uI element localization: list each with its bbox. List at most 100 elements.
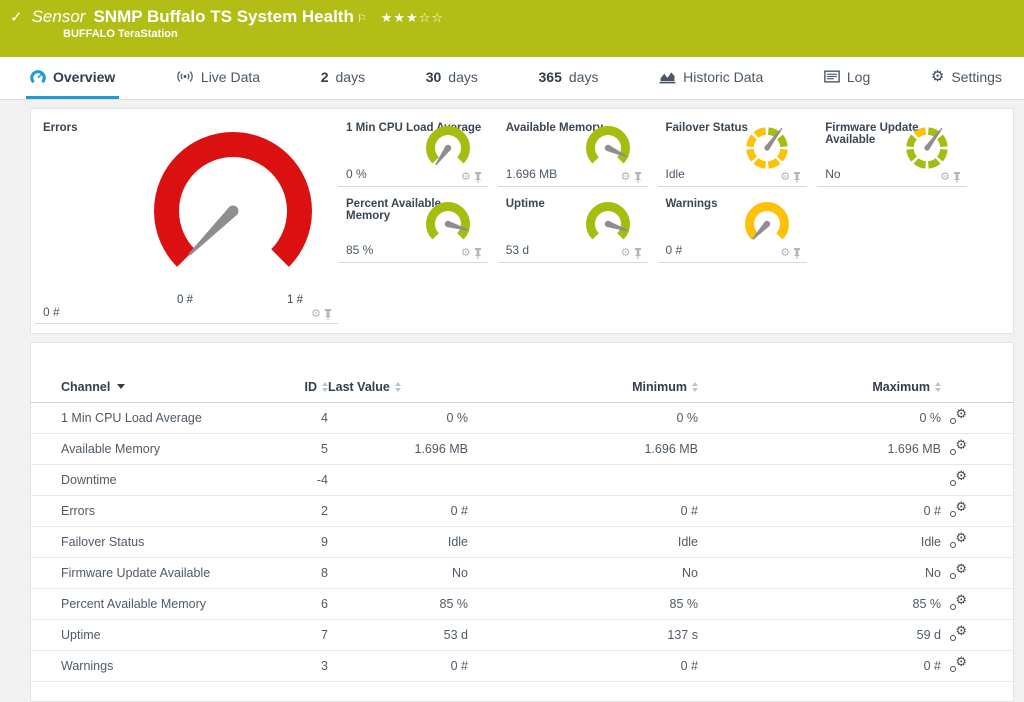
- channel-settings-icon[interactable]: ⚙: [950, 655, 967, 672]
- tab-label: days: [335, 68, 366, 85]
- channel-name[interactable]: Downtime: [61, 473, 117, 487]
- gauge-value: 85 %: [346, 243, 374, 257]
- tab-label: Settings: [951, 68, 1002, 85]
- gauge-title: Available Memory: [505, 122, 604, 134]
- channel-id: 6: [321, 597, 328, 611]
- flag-icon[interactable]: ⚐: [356, 13, 367, 25]
- gauge-cell-warnings: Warnings 0 # ⚙: [657, 191, 808, 263]
- table-header-row: Channel ID Last Value Minimum Maximum: [31, 371, 1013, 403]
- empty-cell: [817, 191, 967, 263]
- column-header-id[interactable]: ID: [266, 380, 328, 394]
- channel-name[interactable]: Uptime: [61, 628, 101, 642]
- channel-settings-icon[interactable]: ⚙: [950, 407, 967, 424]
- channel-name[interactable]: Available Memory: [61, 442, 161, 456]
- gauge-value: 0 %: [346, 167, 367, 181]
- gauge-value: 1.696 MB: [505, 167, 558, 181]
- column-header-last-value[interactable]: Last Value: [328, 380, 468, 394]
- channel-name[interactable]: Warnings: [61, 659, 114, 673]
- channel-minimum: No: [682, 566, 698, 580]
- gauge-settings-icon[interactable]: ⚙: [460, 247, 471, 259]
- gauge-cell-failover-status: Failover Status Idle ⚙: [657, 115, 808, 187]
- table-row: Errors 2 0 # 0 # 0 # ⚙: [31, 496, 1013, 527]
- pin-icon[interactable]: [474, 172, 482, 183]
- priority-stars[interactable]: ★★★☆☆: [381, 10, 444, 26]
- gauge-title: Firmware Update Available: [825, 122, 919, 146]
- uptime-gauge: [580, 196, 636, 257]
- tab-label: Overview: [53, 68, 116, 85]
- pin-icon[interactable]: [953, 172, 961, 183]
- channel-name[interactable]: Firmware Update Available: [61, 566, 211, 580]
- channel-name[interactable]: Percent Available Memory: [61, 597, 206, 611]
- channel-settings-icon[interactable]: ⚙: [950, 500, 967, 517]
- gauge-cell-available-memory: Available Memory 1.696 MB ⚙: [497, 115, 648, 187]
- channel-settings-icon[interactable]: ⚙: [950, 438, 967, 455]
- channel-settings-icon[interactable]: ⚙: [950, 469, 967, 486]
- gauge-settings-icon[interactable]: ⚙: [620, 247, 631, 259]
- tab-overview[interactable]: Overview: [26, 57, 120, 99]
- historic-data-icon: [659, 71, 676, 83]
- tab-number: 2: [320, 68, 329, 85]
- channel-last-value: 85 %: [439, 597, 469, 611]
- tab-label: days: [568, 68, 599, 85]
- gauge-cell-percent-available-memory: Percent Available Memory 85 % ⚙: [338, 191, 488, 263]
- gauge-settings-icon[interactable]: ⚙: [460, 171, 471, 183]
- column-label: ID: [304, 379, 318, 394]
- pin-icon[interactable]: [474, 248, 482, 259]
- page-title: SNMP Buffalo TS System Health: [93, 7, 354, 26]
- tab-label: Live Data: [200, 68, 261, 85]
- gauge-value: Idle: [665, 167, 685, 181]
- small-gauges-grid: 1 Min CPU Load Average 0 % ⚙ Available M…: [338, 115, 1013, 327]
- sort-desc-icon: [117, 384, 126, 389]
- tab-log[interactable]: Log: [820, 57, 874, 99]
- column-header-channel[interactable]: Channel: [61, 380, 266, 394]
- gauge-value: No: [825, 167, 841, 181]
- channel-last-value: 1.696 MB: [414, 442, 468, 456]
- status-check-icon: ✓: [10, 9, 23, 26]
- channel-settings-icon[interactable]: ⚙: [950, 562, 967, 579]
- pin-icon[interactable]: [793, 172, 801, 183]
- pin-icon[interactable]: [634, 248, 642, 259]
- channel-id: 3: [321, 659, 328, 673]
- pin-icon[interactable]: [793, 248, 801, 259]
- gauge-cell-uptime: Uptime 53 d ⚙: [497, 191, 648, 263]
- channel-table-panel: Channel ID Last Value Minimum Maximum: [30, 342, 1014, 702]
- channel-settings-icon[interactable]: ⚙: [950, 531, 967, 548]
- channel-id: 7: [321, 628, 328, 642]
- pin-icon[interactable]: [324, 309, 332, 320]
- device-name[interactable]: BUFFALO TeraStation: [63, 28, 178, 40]
- gauge-settings-icon[interactable]: ⚙: [620, 171, 631, 183]
- column-header-maximum[interactable]: Maximum: [698, 380, 941, 394]
- channel-settings-icon[interactable]: ⚙: [950, 593, 967, 610]
- gauges-panel: Errors 0 # 1 # 0 # ⚙ 1 Min CPU Load Aver…: [30, 108, 1014, 334]
- gauge-settings-icon[interactable]: ⚙: [780, 171, 791, 183]
- gauge-settings-icon[interactable]: ⚙: [940, 171, 950, 183]
- channel-name[interactable]: Errors: [61, 504, 96, 518]
- stars-filled[interactable]: ★★★: [380, 10, 419, 25]
- table-row: Warnings 3 0 # 0 # 0 # ⚙: [31, 651, 1013, 682]
- gauge-title: Failover Status: [665, 122, 748, 134]
- channel-settings-icon[interactable]: ⚙: [950, 624, 967, 641]
- tab-live-data[interactable]: Live Data: [172, 57, 264, 99]
- channel-last-value: No: [452, 566, 468, 580]
- tab-2-days[interactable]: 2 days: [317, 57, 369, 99]
- gauge-settings-icon[interactable]: ⚙: [780, 247, 791, 259]
- channel-minimum: 0 %: [676, 411, 698, 425]
- stars-empty[interactable]: ☆☆: [418, 10, 445, 25]
- channel-name[interactable]: Failover Status: [61, 535, 145, 549]
- tab-settings[interactable]: ⚙ Settings: [927, 57, 1006, 99]
- column-label: Last Value: [328, 379, 390, 394]
- tab-365-days[interactable]: 365 days: [535, 57, 603, 99]
- pin-icon[interactable]: [634, 172, 642, 183]
- channel-id: 4: [321, 411, 328, 425]
- channel-maximum: 85 %: [912, 597, 942, 611]
- gauge-settings-icon[interactable]: ⚙: [311, 308, 321, 320]
- tab-30-days[interactable]: 30 days: [422, 57, 482, 99]
- column-header-minimum[interactable]: Minimum: [468, 380, 698, 394]
- channel-name[interactable]: 1 Min CPU Load Average: [61, 411, 202, 425]
- channel-maximum: 1.696 MB: [887, 442, 941, 456]
- tab-bar: Overview Live Data 2 days 30 days 365 da…: [0, 57, 1024, 100]
- column-label: Maximum: [872, 379, 930, 394]
- channel-id: 2: [321, 504, 328, 518]
- tab-historic-data[interactable]: Historic Data: [655, 57, 767, 99]
- gauge-cell-errors: Errors 0 # 1 # 0 # ⚙: [35, 115, 338, 324]
